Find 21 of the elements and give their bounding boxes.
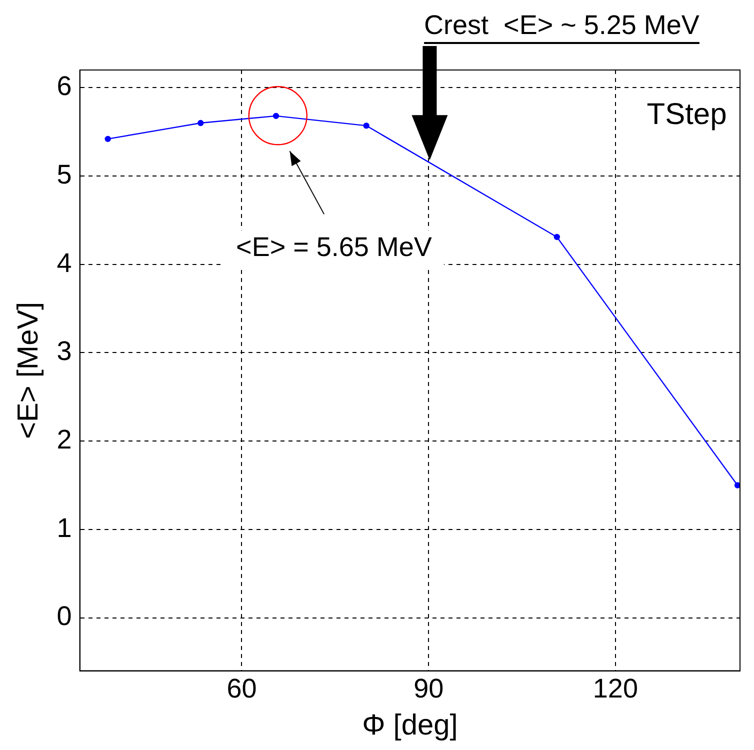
point bbox=[554, 234, 560, 240]
y-tick-label: 0 bbox=[56, 601, 72, 632]
annotation: TStep bbox=[646, 98, 727, 132]
x-axis-title: Φ [deg] bbox=[362, 710, 458, 742]
y-tick-label: 1 bbox=[56, 512, 72, 543]
point bbox=[198, 120, 204, 126]
x-tick-label: 90 bbox=[414, 673, 444, 704]
y-tick-label: 3 bbox=[56, 336, 72, 366]
point bbox=[363, 122, 370, 129]
y-tick-label: 4 bbox=[56, 248, 72, 278]
point bbox=[272, 112, 280, 120]
y-tick-label: 5 bbox=[56, 159, 72, 190]
x-tick-label: 120 bbox=[592, 673, 638, 704]
x-tick-label: 60 bbox=[226, 673, 257, 704]
annotation: <E> = 5.65 MeV bbox=[236, 232, 432, 262]
y-tick-label: 6 bbox=[56, 71, 72, 102]
y-axis-title: <E> [MeV] bbox=[12, 302, 44, 439]
text: Crest <E> ~ 5.25 MeV bbox=[424, 10, 700, 40]
point bbox=[734, 482, 740, 488]
point bbox=[104, 136, 111, 142]
y-tick-label: 2 bbox=[56, 424, 72, 455]
